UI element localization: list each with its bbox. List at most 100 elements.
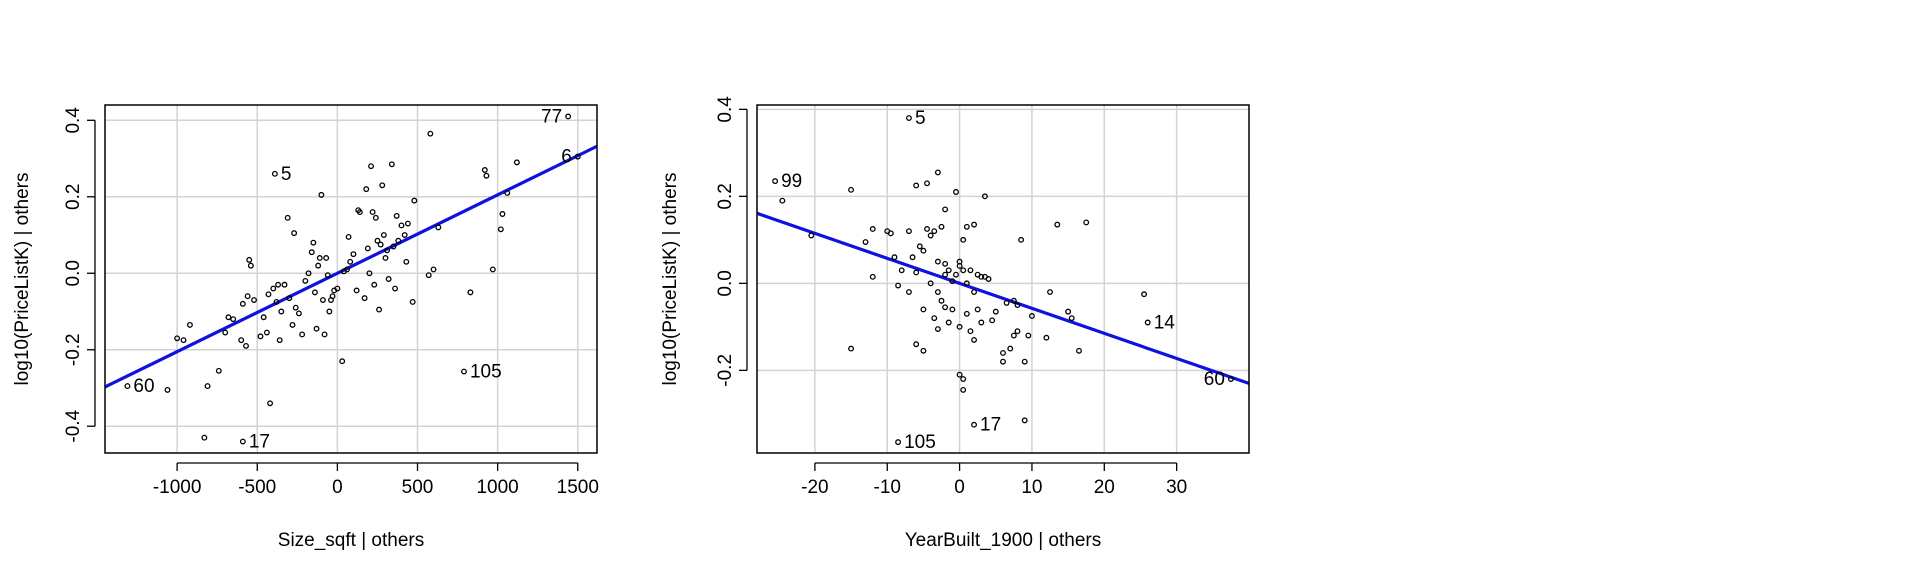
data-point bbox=[124, 383, 131, 390]
data-point bbox=[411, 197, 418, 204]
data-point bbox=[956, 263, 963, 269]
data-point bbox=[945, 319, 952, 326]
data-point bbox=[909, 254, 916, 261]
data-point bbox=[916, 243, 923, 250]
plot-frame bbox=[104, 104, 598, 454]
data-point bbox=[284, 214, 291, 221]
data-point bbox=[938, 223, 945, 230]
data-point bbox=[390, 243, 397, 250]
data-point bbox=[278, 308, 285, 315]
data-point bbox=[1007, 345, 1014, 352]
data-point bbox=[467, 289, 474, 296]
data-point bbox=[368, 163, 374, 170]
data-point bbox=[318, 191, 325, 198]
data-point bbox=[320, 297, 326, 303]
data-point bbox=[313, 325, 320, 332]
data-point bbox=[513, 159, 520, 166]
data-point bbox=[924, 226, 930, 232]
data-point bbox=[971, 289, 978, 295]
data-point bbox=[286, 295, 293, 302]
data-point bbox=[361, 295, 368, 302]
data-point bbox=[963, 310, 970, 317]
data-point bbox=[225, 314, 232, 321]
data-point bbox=[334, 285, 341, 292]
data-point bbox=[869, 273, 876, 280]
data-point bbox=[222, 329, 229, 336]
x-tick-label: 0 bbox=[954, 477, 965, 498]
data-point bbox=[887, 230, 894, 237]
data-point bbox=[260, 314, 267, 321]
data-point bbox=[891, 254, 898, 261]
x-axis-title: Size_sqft | others bbox=[278, 530, 424, 551]
data-point bbox=[393, 212, 400, 219]
data-point bbox=[382, 255, 389, 261]
data-point bbox=[326, 308, 333, 315]
data-point bbox=[895, 282, 902, 289]
data-point bbox=[377, 241, 384, 248]
data-point bbox=[329, 293, 336, 300]
plot-frame bbox=[756, 104, 1250, 454]
point-label: 105 bbox=[470, 362, 502, 383]
data-point bbox=[353, 287, 360, 294]
data-point bbox=[981, 193, 988, 200]
fit-line bbox=[105, 144, 597, 389]
data-point bbox=[862, 239, 869, 245]
y-tick-label: 0.0 bbox=[63, 260, 84, 286]
data-point bbox=[974, 306, 981, 313]
data-point bbox=[971, 221, 978, 228]
data-point bbox=[265, 291, 272, 298]
data-point bbox=[574, 153, 581, 160]
data-point bbox=[369, 209, 376, 216]
data-point bbox=[956, 323, 963, 330]
data-point bbox=[273, 298, 280, 305]
x-tick-label: 1500 bbox=[557, 477, 599, 498]
data-point bbox=[920, 306, 927, 313]
data-point bbox=[239, 300, 246, 307]
data-point bbox=[1068, 315, 1075, 322]
data-point bbox=[960, 376, 967, 382]
data-point bbox=[204, 383, 211, 390]
point-label: 60 bbox=[133, 376, 154, 397]
data-point bbox=[913, 269, 920, 276]
data-point bbox=[942, 260, 949, 267]
data-point bbox=[949, 278, 956, 285]
data-point bbox=[779, 197, 786, 204]
data-point bbox=[251, 297, 257, 303]
data-point bbox=[385, 276, 392, 282]
data-point bbox=[483, 172, 490, 179]
data-point bbox=[1076, 347, 1082, 354]
data-point bbox=[345, 233, 352, 240]
x-tick-label: 1000 bbox=[476, 477, 518, 498]
data-point bbox=[257, 333, 264, 340]
data-point bbox=[323, 255, 330, 261]
data-point bbox=[934, 289, 941, 295]
data-point bbox=[344, 266, 350, 273]
data-point bbox=[1043, 334, 1050, 341]
data-point bbox=[504, 190, 511, 196]
data-point bbox=[949, 306, 956, 313]
data-point bbox=[920, 247, 927, 254]
y-tick-label: 0.0 bbox=[715, 270, 736, 296]
data-point bbox=[247, 262, 254, 269]
x-tick-label: -500 bbox=[238, 477, 276, 498]
data-point bbox=[978, 319, 985, 326]
data-point bbox=[489, 266, 496, 273]
data-point bbox=[174, 335, 181, 342]
data-point bbox=[942, 304, 949, 311]
data-point bbox=[404, 220, 411, 227]
data-point bbox=[913, 341, 920, 348]
y-tick-label: 0.4 bbox=[715, 96, 736, 123]
point-label: 5 bbox=[915, 108, 926, 129]
data-point bbox=[1025, 332, 1032, 339]
data-point bbox=[291, 230, 298, 237]
data-point bbox=[398, 222, 405, 229]
x-tick-label: 20 bbox=[1094, 477, 1115, 498]
data-point bbox=[913, 182, 920, 189]
y-tick-label: 0.2 bbox=[715, 183, 736, 209]
y-tick-label: -0.2 bbox=[715, 354, 736, 387]
fit-line bbox=[757, 211, 1249, 385]
point-label: 99 bbox=[781, 171, 802, 192]
data-point bbox=[808, 232, 815, 239]
data-point bbox=[772, 178, 779, 185]
